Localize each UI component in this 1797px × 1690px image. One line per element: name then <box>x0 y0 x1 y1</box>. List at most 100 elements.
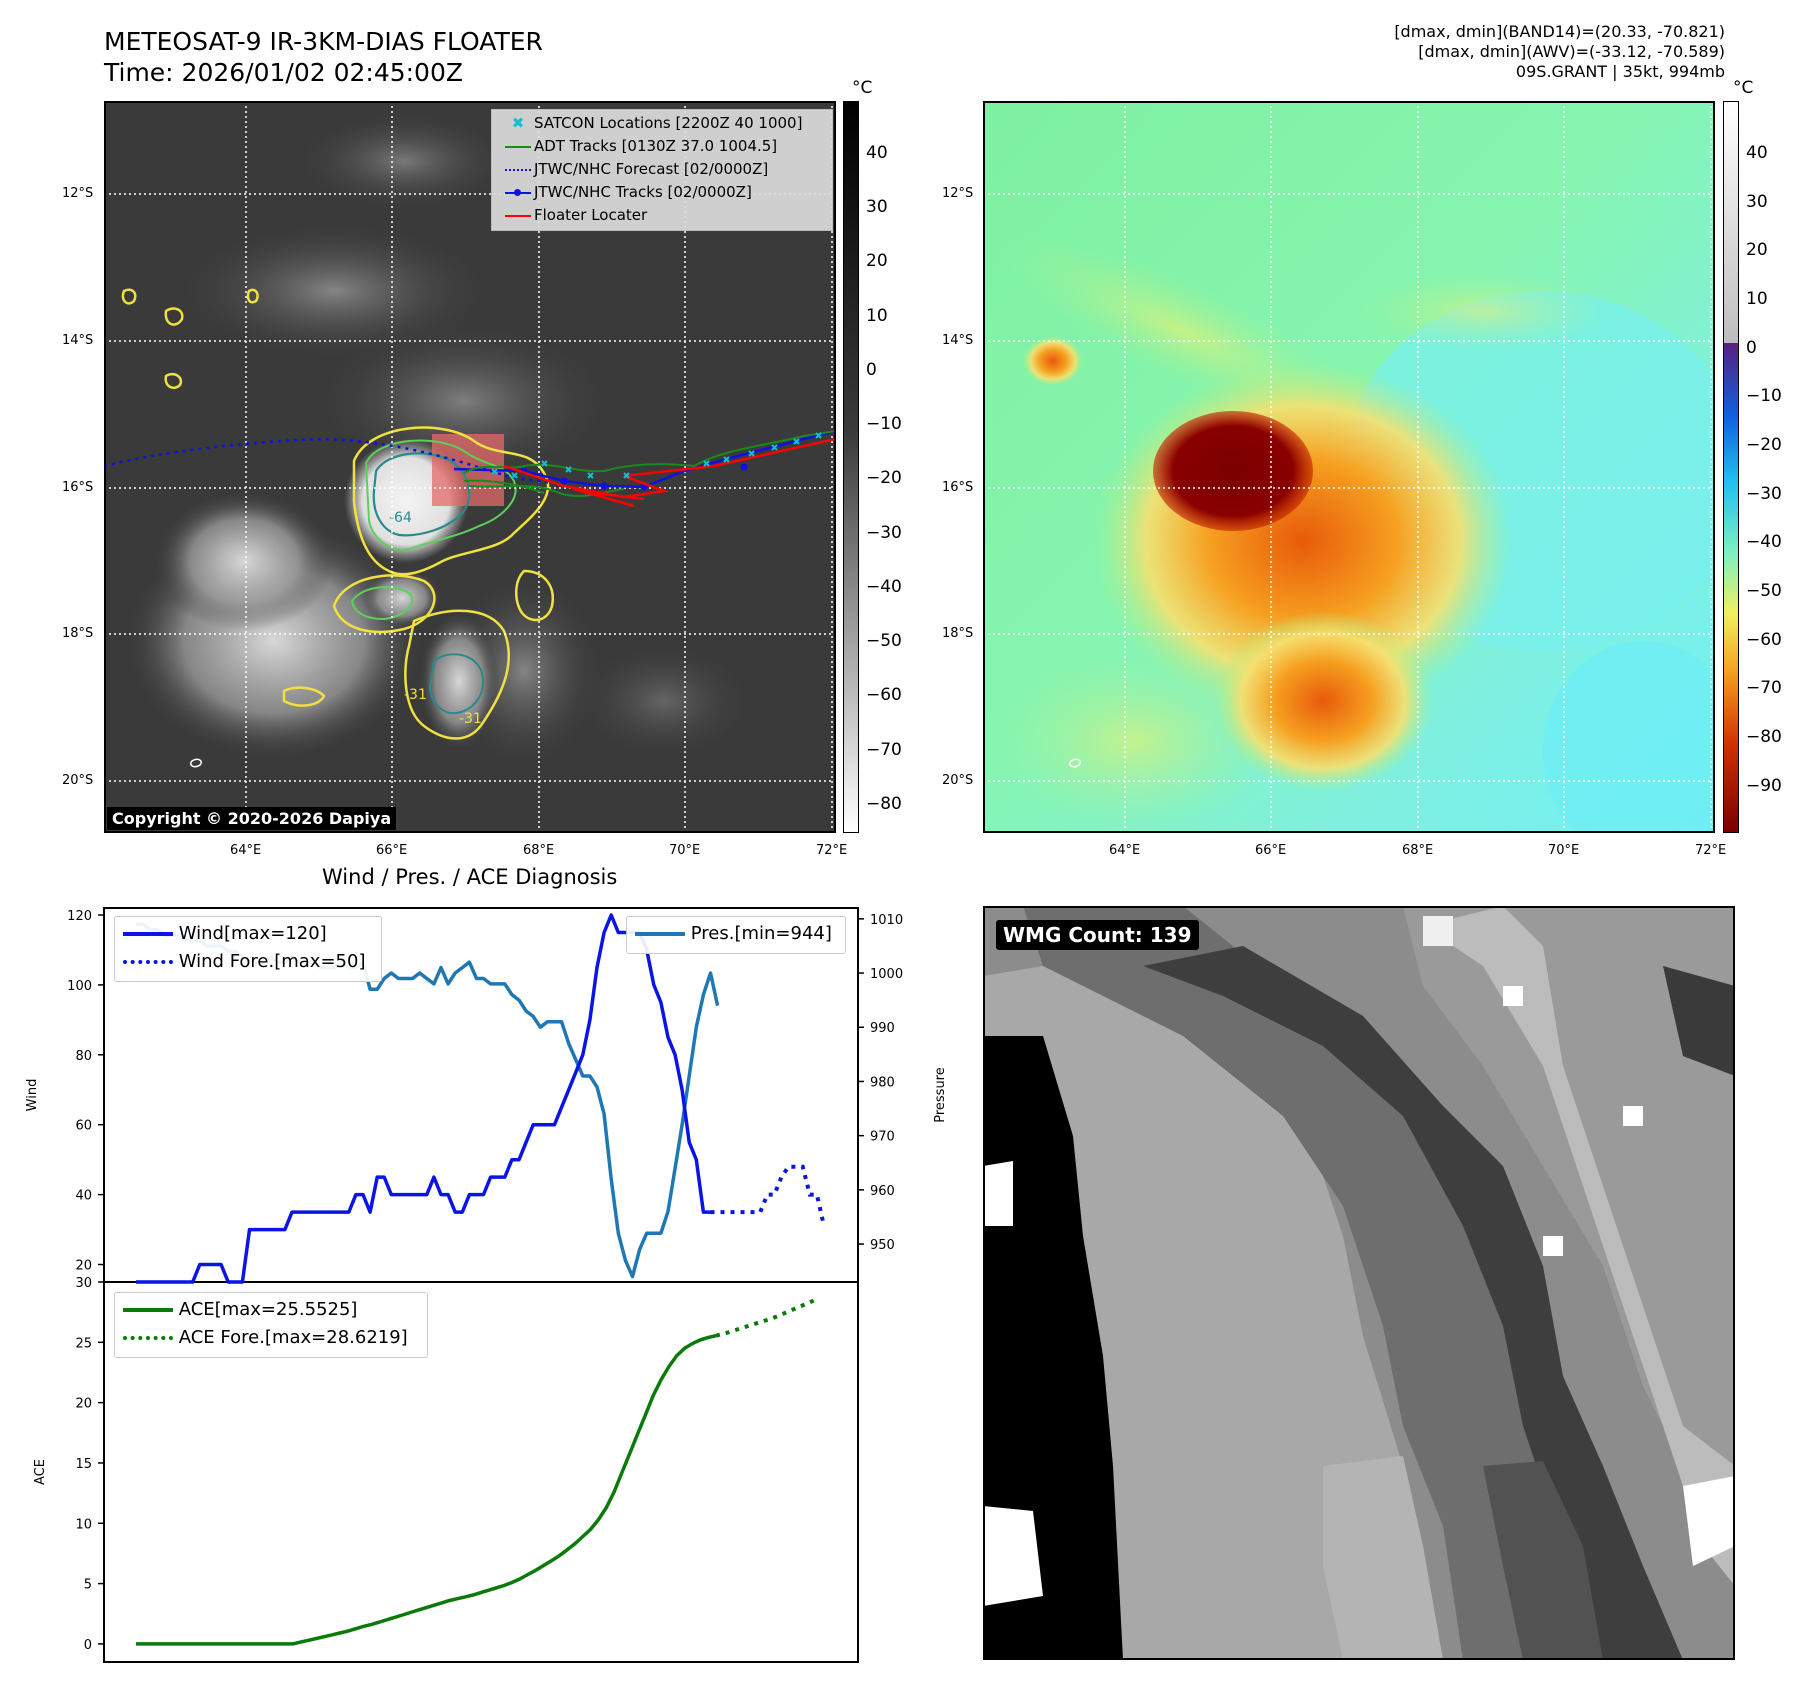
legend-label: JTWC/NHC Tracks [02/0000Z] <box>534 183 752 201</box>
lat-label: 18°S <box>942 626 974 641</box>
legend-item-adt: ADT Tracks [0130Z 37.0 1004.5] <box>502 137 777 155</box>
wind-tick-label: 120 <box>67 909 92 924</box>
cb-tick: 10 <box>1746 289 1768 309</box>
legend-item-wind-forecast: Wind Fore.[max=50] <box>123 951 365 972</box>
lat-label: 16°S <box>62 480 94 495</box>
cb-tick: 0 <box>866 360 877 380</box>
ace-axes-frame <box>103 1281 859 1663</box>
awv-map-panel <box>983 101 1715 833</box>
ace-forecast-line <box>715 1296 819 1338</box>
cb-tick: −30 <box>866 523 902 543</box>
legend-label: ACE Fore.[max=28.6219] <box>178 1327 408 1348</box>
wind-axis-label: Wind <box>25 1079 40 1112</box>
wind-tick-label: 60 <box>75 1119 92 1134</box>
legend-item-jtwc-tracks: JTWC/NHC Tracks [02/0000Z] <box>502 183 752 201</box>
ace-tick-label: 30 <box>75 1276 92 1291</box>
cb-tick: 10 <box>866 306 888 326</box>
lon-label: 64°E <box>230 843 262 858</box>
dotted-line-icon <box>502 168 534 171</box>
lat-label: 14°S <box>62 333 94 348</box>
awv-map-image <box>983 101 1715 833</box>
cb-tick: −60 <box>1746 630 1782 650</box>
satcon-marker-icon: ✖ <box>511 114 525 132</box>
cb-tick: −10 <box>866 414 902 434</box>
legend-item-floater: Floater Locater <box>502 206 647 224</box>
lat-label: 16°S <box>942 480 974 495</box>
lon-label: 70°E <box>669 843 701 858</box>
lon-label: 66°E <box>1255 843 1287 858</box>
lon-label: 72°E <box>816 843 848 858</box>
ace-tick-label: 10 <box>75 1517 92 1532</box>
solid-line-icon <box>123 1308 173 1312</box>
cb-tick: −60 <box>866 685 902 705</box>
cb-tick: 30 <box>1746 192 1768 212</box>
legend-label: Floater Locater <box>534 206 648 224</box>
solid-line-icon <box>635 932 685 936</box>
cb-tick: −80 <box>1746 727 1782 747</box>
cb-tick: −30 <box>1746 484 1782 504</box>
pressure-tick-label: 970 <box>870 1130 895 1145</box>
lon-label: 72°E <box>1695 843 1727 858</box>
lat-label: 20°S <box>62 773 94 788</box>
lon-label: 70°E <box>1548 843 1580 858</box>
diagnosis-chart: 20 40 60 80 100 120 950 960 970 980 990 1000 1010 0 5 1… <box>25 907 948 1663</box>
dotted-line-icon <box>123 1336 173 1340</box>
contour-label: -31 <box>459 711 482 727</box>
awv-map-frame <box>983 101 1715 833</box>
ir-colorbar <box>843 101 859 833</box>
legend-item-pressure: Pres.[min=944] <box>635 923 832 944</box>
pressure-axis-label: Pressure <box>933 1067 948 1123</box>
ace-tick-label: 0 <box>84 1638 92 1653</box>
lat-label: 12°S <box>942 186 974 201</box>
cb-tick: 40 <box>866 143 888 163</box>
ace-tick-label: 15 <box>75 1457 92 1472</box>
legend-item-wind: Wind[max=120] <box>123 923 327 944</box>
lon-label: 68°E <box>1402 843 1434 858</box>
cb-tick: 20 <box>1746 240 1768 260</box>
legend-label: SATCON Locations [2200Z 40 1000] <box>534 114 803 132</box>
pressure-tick-label: 980 <box>870 1075 895 1090</box>
legend-item-satcon: ✖ SATCON Locations [2200Z 40 1000] <box>502 114 803 132</box>
cb-tick: −70 <box>866 740 902 760</box>
lon-label: 68°E <box>523 843 555 858</box>
ace-tick-label: 5 <box>84 1578 92 1593</box>
lat-label: 20°S <box>942 773 974 788</box>
awv-colorbar-unit: °C <box>1733 78 1754 98</box>
dot-line-icon <box>502 188 534 196</box>
legend-label: Pres.[min=944] <box>690 923 832 944</box>
contour-label: -31 <box>404 687 427 703</box>
info-block: [dmax, dmin](BAND14)=(20.33, -70.821) [d… <box>1394 22 1725 82</box>
ace-line <box>136 1333 717 1646</box>
wmg-frame <box>983 906 1735 1660</box>
diagnosis-title: Wind / Pres. / ACE Diagnosis <box>322 865 618 889</box>
cb-tick: −20 <box>1746 435 1782 455</box>
legend-label: Wind[max=120] <box>178 923 327 944</box>
pressure-tick-label: 950 <box>870 1238 895 1253</box>
wind-forecast-line <box>710 1164 826 1227</box>
ir-map-panel: -64 -31 -31 <box>104 101 836 833</box>
wind-tick-label: 80 <box>75 1049 92 1064</box>
map-legend: ✖ SATCON Locations [2200Z 40 1000] ADT Tr… <box>491 109 833 231</box>
legend-item-ace: ACE[max=25.5525] <box>123 1299 357 1320</box>
wmg-count-badge: WMG Count: 139 <box>996 920 1199 950</box>
pressure-tick-label: 990 <box>870 1021 895 1036</box>
info-line-1: [dmax, dmin](BAND14)=(20.33, -70.821) <box>1394 22 1725 41</box>
wind-tick-label: 40 <box>75 1189 92 1204</box>
cb-tick: 0 <box>1746 338 1757 358</box>
ace-tick-label: 25 <box>75 1336 92 1351</box>
info-line-3: 09S.GRANT | 35kt, 994mb <box>1515 62 1725 81</box>
ace-tick-label: 20 <box>75 1397 92 1412</box>
pressure-tick-label: 960 <box>870 1184 895 1199</box>
cb-tick: −20 <box>866 468 902 488</box>
dotted-line-icon <box>123 960 173 964</box>
pressure-legend: Pres.[min=944] <box>626 916 846 954</box>
wmg-panel: WMG Count: 139 <box>983 906 1735 1660</box>
ace-legend: ACE[max=25.5525] ACE Fore.[max=28.6219] <box>114 1292 428 1358</box>
title-line-2: Time: 2026/01/02 02:45:00Z <box>104 58 463 87</box>
cb-tick: 20 <box>866 251 888 271</box>
ir-colorbar-unit: °C <box>852 78 873 98</box>
info-line-2: [dmax, dmin](AWV)=(-33.12, -70.589) <box>1418 42 1725 61</box>
pressure-tick-label: 1010 <box>870 913 903 928</box>
wind-tick-label: 100 <box>67 979 92 994</box>
legend-label: Wind Fore.[max=50] <box>178 951 366 972</box>
